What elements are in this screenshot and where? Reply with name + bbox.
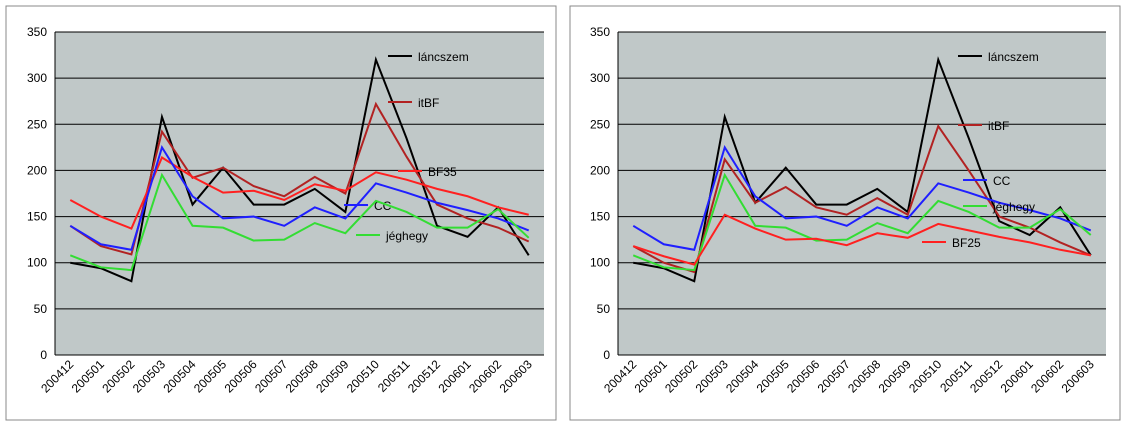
- y-tick-label: 350: [590, 25, 610, 39]
- y-tick-label: 250: [27, 117, 47, 131]
- y-tick-label: 200: [27, 163, 47, 177]
- legend-label: CC: [993, 174, 1011, 188]
- series-line: [69, 144, 530, 251]
- y-tick-label: 300: [590, 71, 610, 85]
- y-tick-label: 350: [27, 25, 47, 39]
- series-line: [632, 123, 1092, 274]
- y-tick-label: 100: [27, 256, 47, 270]
- y-tick-label: 50: [597, 302, 611, 316]
- y-tick-label: 100: [590, 256, 610, 270]
- y-tick-label: 50: [34, 302, 48, 316]
- y-tick-label: 150: [590, 210, 610, 224]
- legend-label: láncszem: [988, 50, 1039, 64]
- series-line: [69, 156, 529, 230]
- series-line: [632, 144, 1092, 251]
- y-tick-label: 300: [27, 71, 47, 85]
- y-tick-label: 250: [590, 117, 610, 131]
- plot-area: [55, 32, 544, 355]
- series-line: [632, 213, 1091, 266]
- legend-label: jéghegy: [992, 200, 1035, 214]
- y-tick-label: 0: [40, 348, 47, 362]
- legend-label: itBF: [988, 119, 1009, 133]
- y-tick-label: 0: [603, 348, 610, 362]
- legend-label: BF35: [428, 165, 457, 179]
- legend-label: itBF: [418, 96, 439, 110]
- plot-area: [618, 32, 1106, 355]
- series-line: [69, 172, 530, 272]
- series-line: [632, 172, 1092, 272]
- y-tick-label: 150: [27, 210, 47, 224]
- legend-label: BF25: [952, 236, 981, 250]
- legend-label: láncszem: [418, 50, 469, 64]
- y-tick-label: 200: [590, 163, 610, 177]
- legend-label: jéghegy: [385, 229, 428, 243]
